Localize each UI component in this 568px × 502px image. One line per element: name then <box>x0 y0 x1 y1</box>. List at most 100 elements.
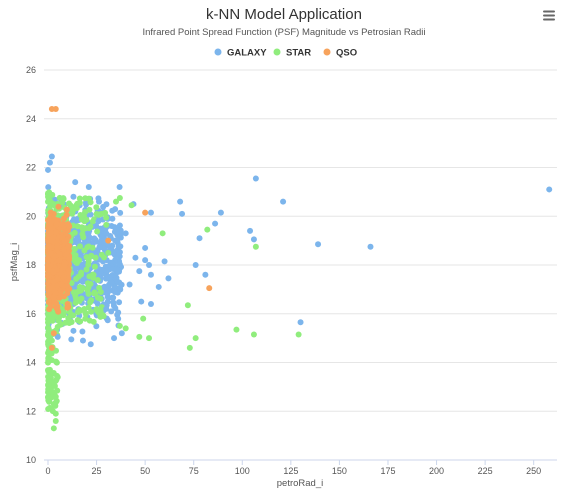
legend-item-star[interactable]: STAR <box>273 48 312 59</box>
point-star <box>93 204 100 211</box>
chart-menu-icon[interactable] <box>540 6 560 24</box>
point-star <box>96 211 103 218</box>
point-star <box>82 225 89 232</box>
point-star <box>91 263 98 270</box>
point-galaxy <box>116 253 123 260</box>
legend-label: QSO <box>336 48 357 59</box>
point-qso <box>52 106 59 112</box>
point-star <box>90 271 97 278</box>
point-star <box>45 381 52 388</box>
legend-marker <box>273 48 281 56</box>
chart-legend: GALAXY STAR QSO <box>214 48 358 59</box>
point-star <box>116 322 123 329</box>
point-star <box>88 297 95 304</box>
point-star <box>55 317 62 324</box>
chart-subtitle: Infrared Point Spread Function (PSF) Mag… <box>142 27 425 38</box>
y-tick-label: 20 <box>26 211 36 221</box>
point-star <box>112 198 119 205</box>
point-star <box>186 344 193 351</box>
point-galaxy <box>112 206 119 213</box>
point-galaxy <box>70 216 77 223</box>
point-qso <box>46 286 53 293</box>
point-galaxy <box>108 308 115 315</box>
point-galaxy <box>117 209 124 216</box>
point-galaxy <box>54 333 61 340</box>
point-galaxy <box>114 278 121 285</box>
x-tick-label: 150 <box>332 466 347 476</box>
point-galaxy <box>79 337 86 344</box>
point-galaxy <box>104 293 111 300</box>
point-galaxy <box>138 298 145 305</box>
point-galaxy <box>136 268 143 275</box>
point-star <box>86 317 93 324</box>
point-star <box>76 243 83 250</box>
point-star <box>82 315 89 322</box>
point-star <box>94 276 101 283</box>
point-star <box>146 335 153 342</box>
point-qso <box>48 230 55 237</box>
point-star <box>46 197 53 204</box>
point-galaxy <box>72 179 79 186</box>
point-star <box>128 202 135 209</box>
point-galaxy <box>297 319 304 326</box>
y-tick-label: 22 <box>26 163 36 173</box>
point-star <box>45 406 52 413</box>
point-qso <box>45 257 52 264</box>
point-qso <box>63 251 70 258</box>
point-star <box>101 254 108 261</box>
point-galaxy <box>116 183 123 190</box>
point-star <box>159 230 166 237</box>
y-tick-label: 10 <box>26 455 36 465</box>
legend-item-qso[interactable]: QSO <box>323 48 358 59</box>
point-star <box>69 210 76 217</box>
point-star <box>52 418 59 424</box>
point-star <box>103 214 110 221</box>
point-galaxy <box>114 311 121 318</box>
point-star <box>83 216 90 223</box>
point-star <box>46 398 53 405</box>
point-qso <box>52 252 59 259</box>
y-tick-label: 12 <box>26 406 36 416</box>
x-tick-label: 75 <box>189 466 199 476</box>
point-galaxy <box>147 209 154 216</box>
point-star <box>50 425 57 432</box>
point-star <box>96 284 103 291</box>
x-tick-label: 100 <box>235 466 250 476</box>
point-star <box>74 223 81 230</box>
y-axis-title: psfMag_i <box>9 243 20 282</box>
legend-item-galaxy[interactable]: GALAXY <box>214 48 268 59</box>
point-galaxy <box>95 218 102 225</box>
point-galaxy <box>115 243 122 250</box>
point-star <box>82 195 89 202</box>
point-qso <box>45 261 52 268</box>
x-tick-label: 250 <box>526 466 541 476</box>
point-galaxy <box>116 299 123 306</box>
point-star <box>72 252 79 259</box>
x-tick-label: 200 <box>429 466 444 476</box>
point-star <box>184 302 191 309</box>
point-qso <box>105 237 112 244</box>
point-qso <box>57 293 64 300</box>
legend-label: STAR <box>286 48 311 59</box>
x-tick-label: 0 <box>45 466 50 476</box>
point-galaxy <box>107 259 114 266</box>
point-star <box>204 226 211 233</box>
point-qso <box>61 238 68 245</box>
point-galaxy <box>142 244 149 251</box>
x-tick-label: 25 <box>92 466 102 476</box>
x-tick-label: 125 <box>283 466 298 476</box>
point-star <box>140 315 147 322</box>
point-qso <box>60 215 67 222</box>
point-qso <box>61 261 68 268</box>
point-galaxy <box>126 281 133 288</box>
point-star <box>72 299 79 306</box>
point-galaxy <box>367 243 374 250</box>
point-star <box>83 266 90 273</box>
point-galaxy <box>280 198 287 205</box>
point-galaxy <box>103 268 110 275</box>
point-star <box>48 357 55 364</box>
point-galaxy <box>85 184 92 190</box>
point-star <box>77 307 84 314</box>
point-qso <box>52 288 59 295</box>
point-qso <box>53 220 60 227</box>
